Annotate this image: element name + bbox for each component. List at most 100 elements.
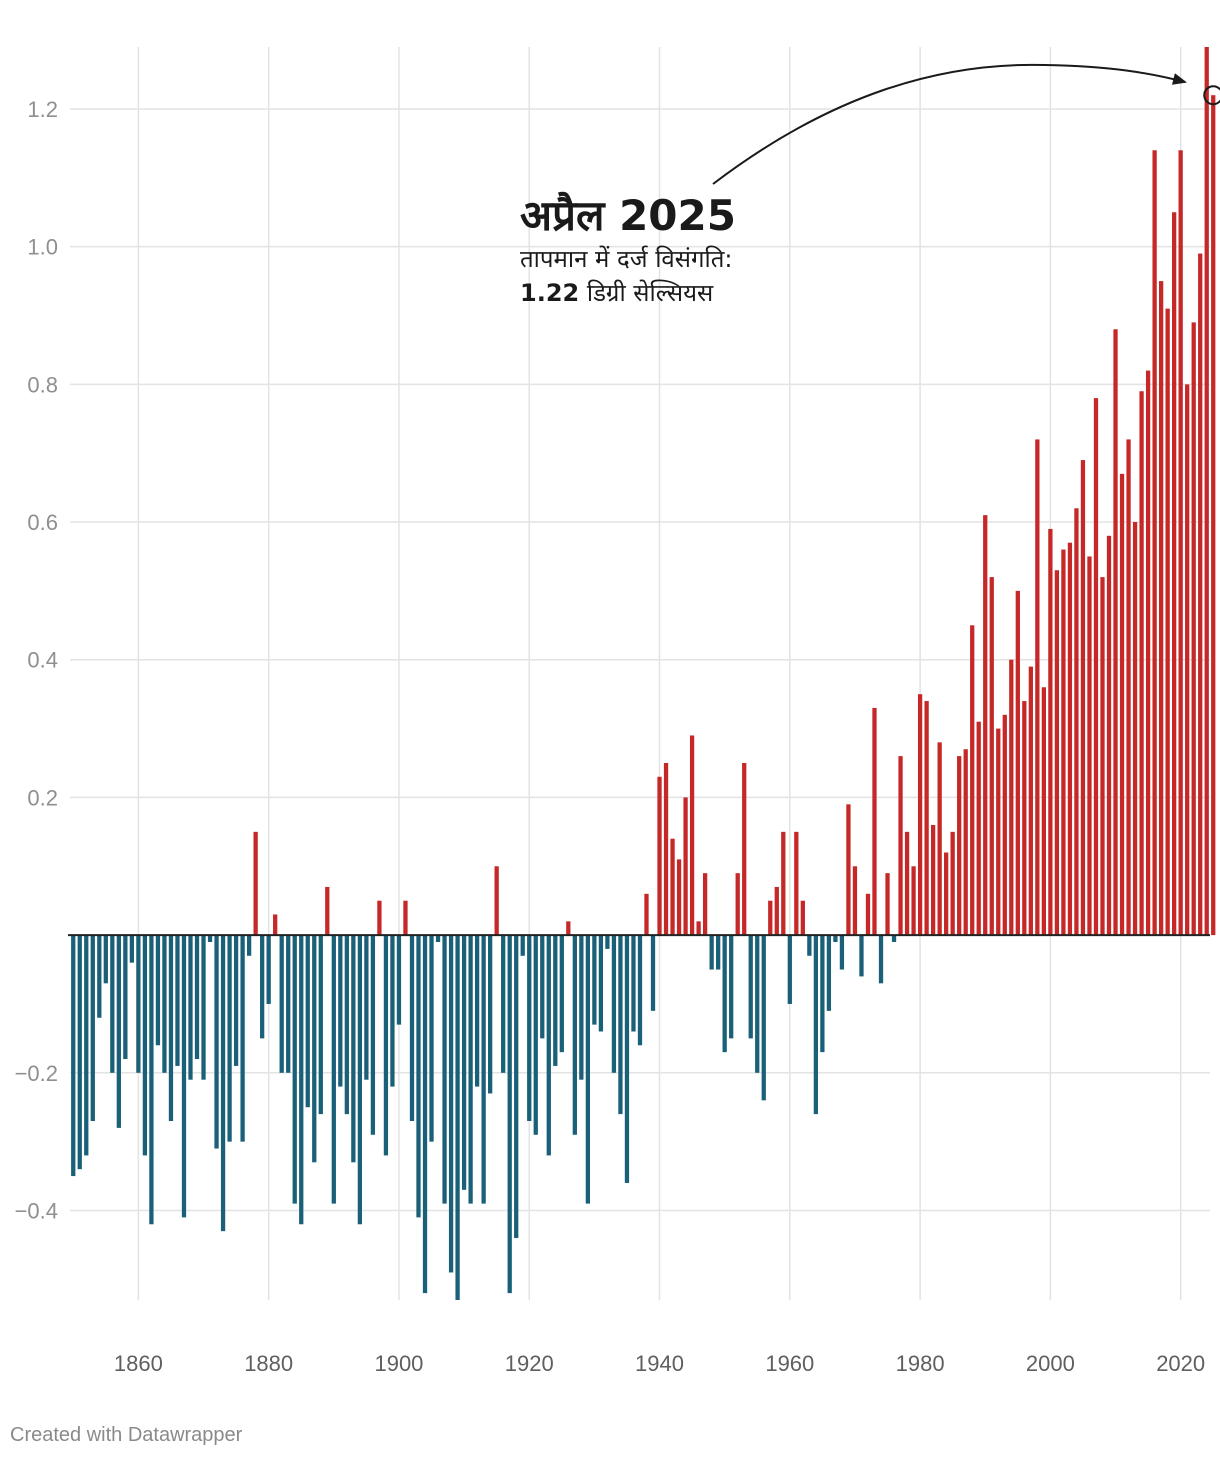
bar [709,935,714,970]
bar [194,935,200,1060]
bar [129,935,135,963]
bar [572,935,577,1135]
bar [110,935,115,1073]
annotation-layer [712,63,1220,185]
bar [878,935,884,984]
bar [1113,329,1118,936]
bar [527,935,532,1121]
bar [1165,308,1170,936]
label-layer: −0.4 −0.2 0.2 0.4 0.6 0.8 1.0 1.2 1860 1880 1900 19… [15,97,1206,1376]
bar [364,935,369,1080]
bar [689,735,695,936]
bar [1178,150,1183,936]
bar [377,900,382,936]
x-tick-label: 1980 [896,1351,945,1376]
bar [201,935,206,1080]
bar [103,935,108,984]
bar [396,935,402,1025]
bar [383,935,389,1156]
bar [663,763,669,936]
bar [742,763,747,936]
bar [957,756,962,936]
bar [77,935,82,1170]
bar [390,935,395,1087]
bar [885,873,890,936]
y-tick-label: −0.2 [15,1061,58,1086]
bar [162,935,167,1073]
bar [1119,473,1125,936]
bar [774,886,779,936]
bar [468,935,473,1204]
bar [650,935,656,1011]
bar [722,935,727,1053]
bar [624,935,630,1183]
bar [533,935,538,1135]
bar [220,935,226,1232]
bar [911,866,916,936]
bar [592,935,597,1025]
bar [181,935,187,1218]
bar [240,935,245,1142]
bar [1211,95,1216,936]
bar [97,935,102,1018]
bar [481,935,486,1204]
bar [904,831,910,936]
bar [253,831,258,936]
bar [716,935,721,970]
x-tick-label: 1940 [635,1351,684,1376]
bar [442,935,447,1204]
bar [448,935,454,1273]
bar [618,935,623,1115]
bar [800,900,805,936]
bar [729,935,734,1039]
bar [735,873,740,936]
bar [1126,439,1131,936]
bar [331,935,336,1204]
bar [755,935,760,1073]
bar [474,935,480,1087]
datawrapper-credit: Created with Datawrapper [10,1424,243,1446]
bar [1054,570,1060,936]
bar [351,935,356,1163]
bar [1158,281,1164,936]
bar [761,935,766,1101]
bar [807,935,812,956]
bar [872,707,877,936]
bar [839,935,845,970]
bar [90,935,95,1121]
bar [1093,398,1099,936]
annotation-arrow [712,63,1187,185]
bar [116,935,121,1128]
x-tick-label: 2000 [1026,1351,1075,1376]
bar [435,935,441,942]
bar [566,921,571,936]
bar [1080,460,1086,936]
x-tick-label: 1900 [374,1351,423,1376]
y-tick-label: 0.2 [27,785,58,810]
bar [266,935,271,1004]
bar [227,935,232,1142]
x-tick-label: 1920 [505,1351,554,1376]
bars-layer [71,47,1216,1300]
bar [214,935,219,1149]
bar [657,776,662,936]
bar [1106,535,1112,936]
bar [553,935,558,1066]
bar [781,831,786,936]
bar [1061,549,1066,936]
bar [670,838,675,936]
bar [976,721,981,936]
bar [1145,370,1151,936]
bar [494,866,499,936]
bar [891,935,897,942]
bar [546,935,551,1156]
bar [748,935,753,1039]
bar [852,866,858,936]
bar [84,935,89,1156]
bar [859,935,864,977]
bar [813,935,819,1115]
bar [1191,322,1196,936]
bar [963,749,968,936]
x-tick-label: 1880 [244,1351,293,1376]
bar [1198,253,1203,936]
